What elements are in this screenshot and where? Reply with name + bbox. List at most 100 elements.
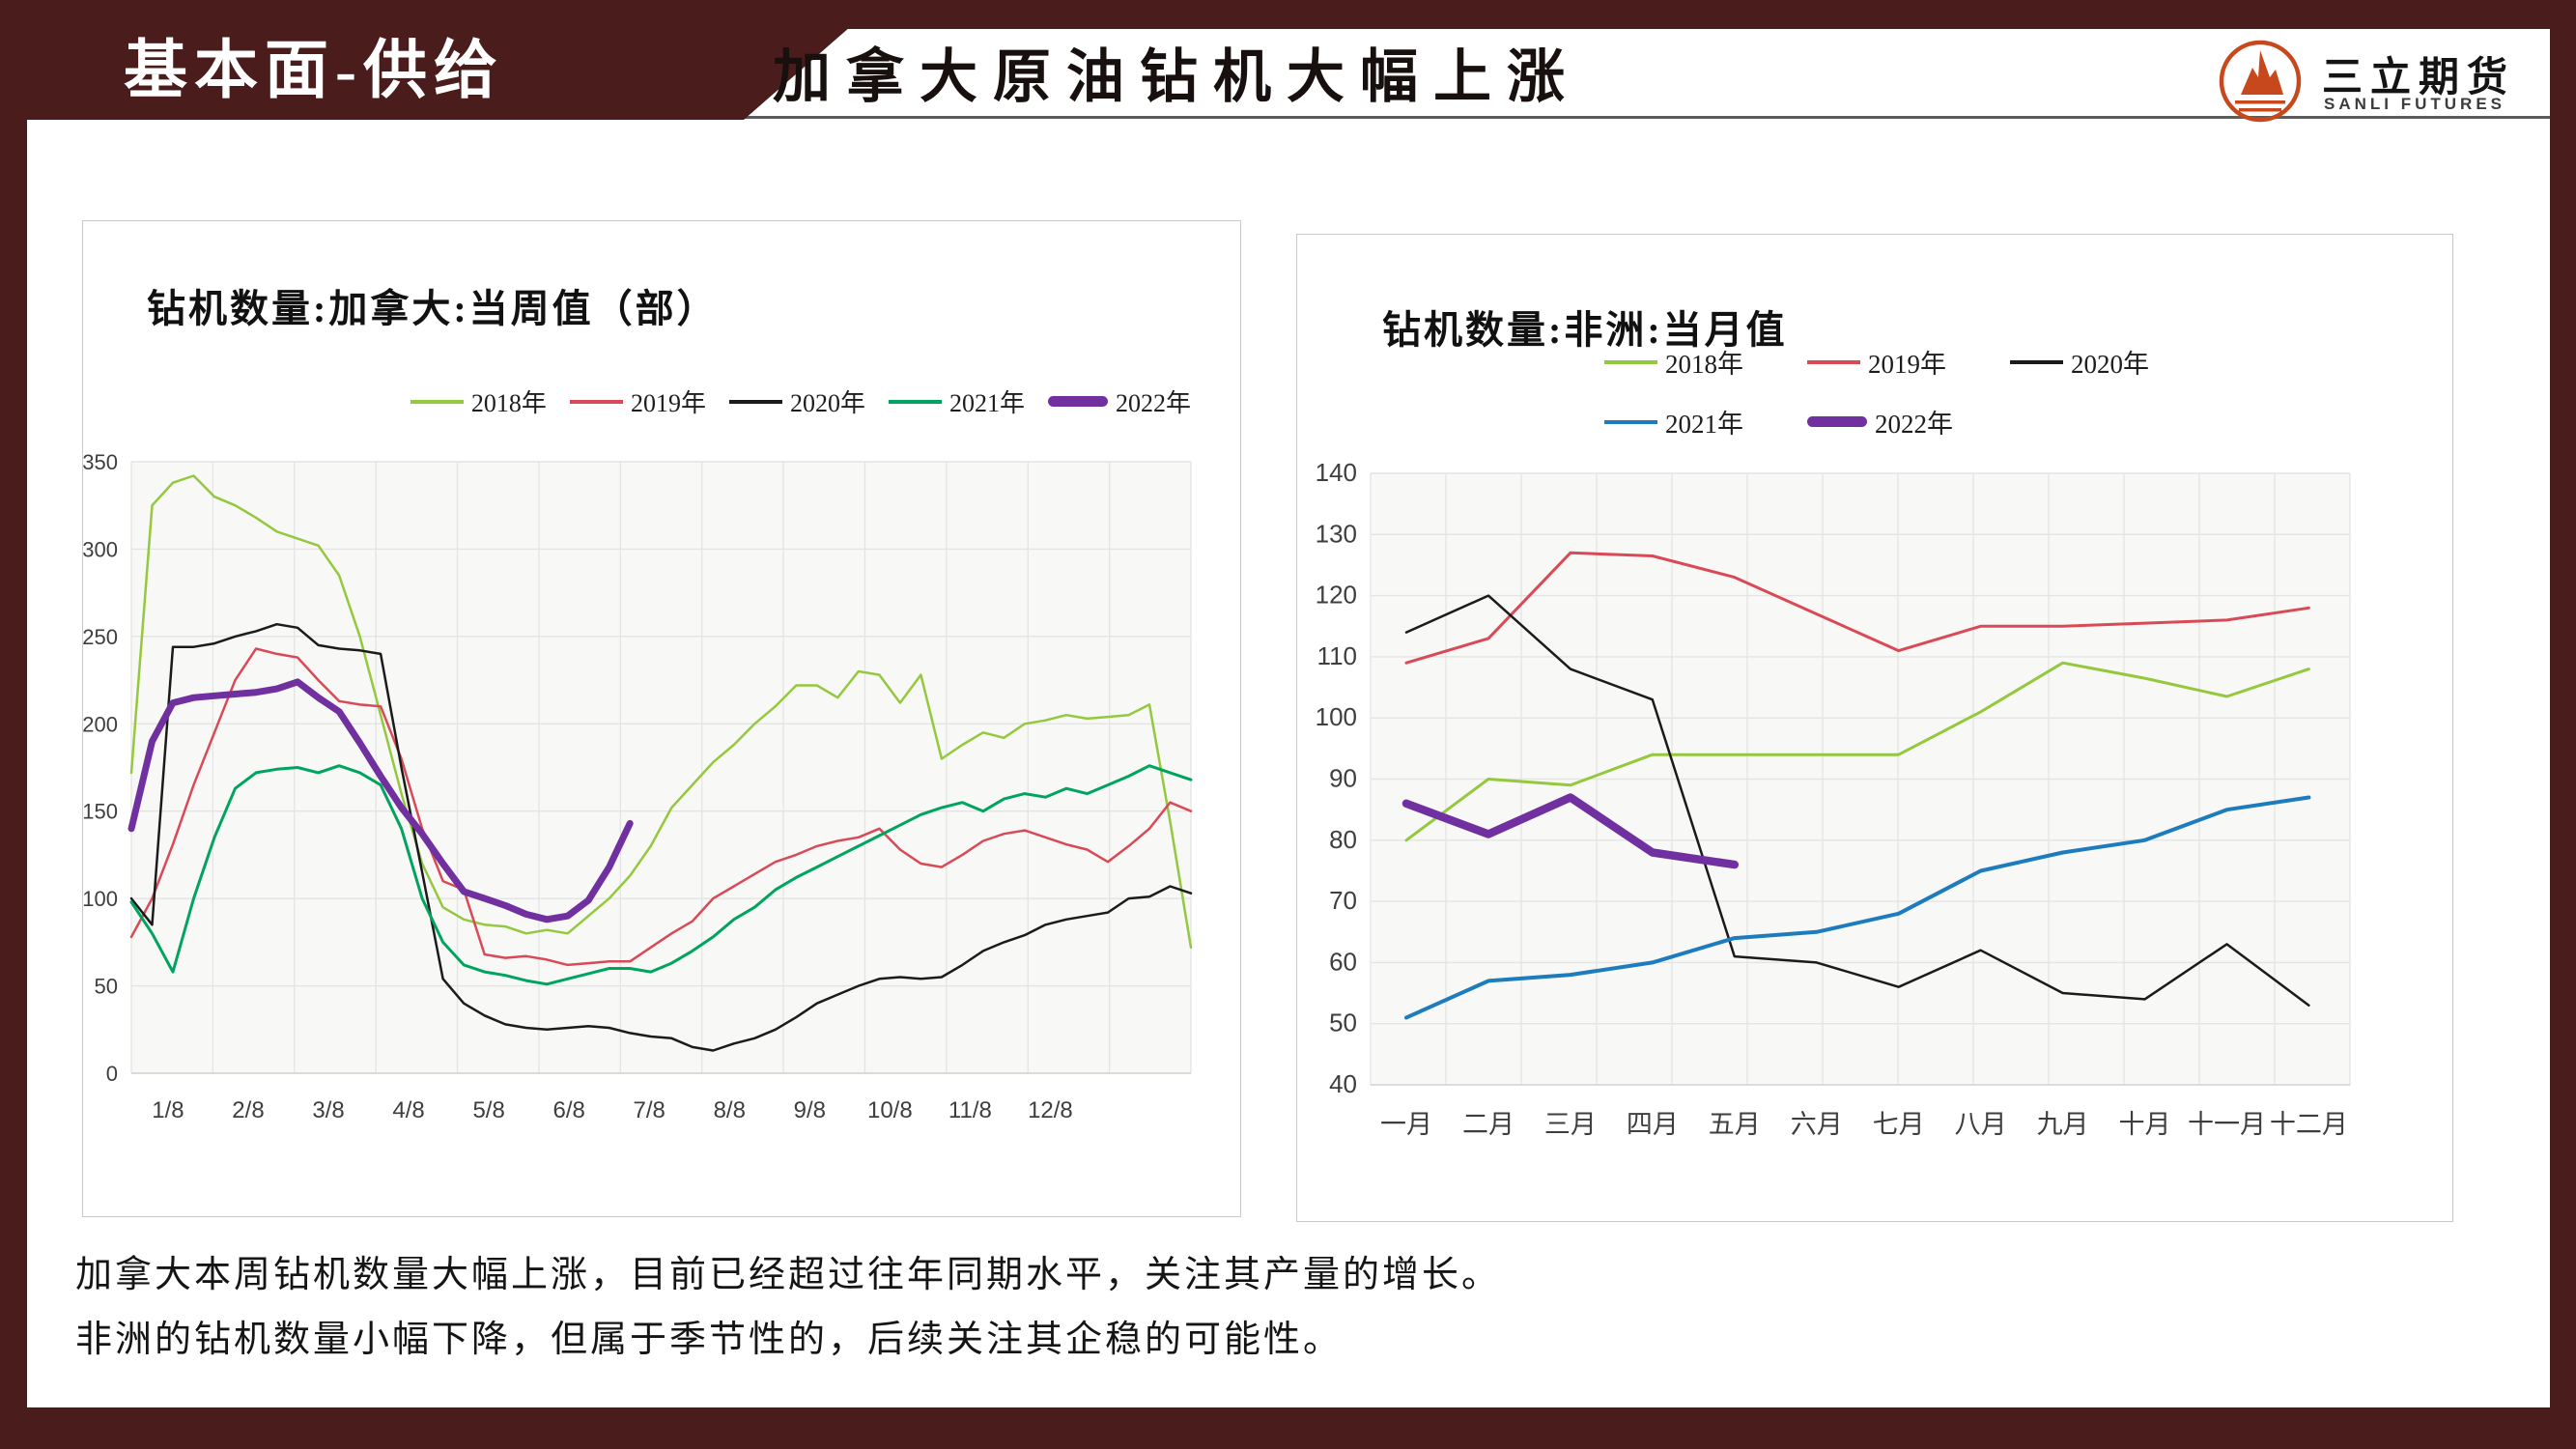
x-axis-label: 8/8 [714, 1097, 746, 1123]
legend-swatch [2010, 359, 2063, 364]
legend-swatch [728, 399, 782, 404]
chart-card-canada: 钻机数量:加拿大:当周值（部） 2018年 2019年 2020年 2021年 2022… [82, 220, 1241, 1217]
y-axis-tick: 40 [1329, 1069, 1357, 1098]
legend-swatch [410, 399, 464, 404]
header-ribbon [0, 0, 881, 120]
legend-label: 2021年 [1665, 410, 1743, 439]
x-axis-label: 七月 [1873, 1110, 1925, 1139]
chart-svg-canada: 0 50 100 150 200 250 300 350 1/8 2/8 3/8 4/8 5/8 6/8 7… [83, 450, 1193, 1123]
x-axis-label: 三月 [1544, 1110, 1597, 1139]
chart-line-2018年 [1404, 661, 2310, 842]
x-axis-label: 3/8 [312, 1097, 344, 1123]
chart-line-2021年 [1404, 795, 2311, 1020]
y-axis-tick: 110 [1317, 641, 1357, 670]
chart-title-canada: 钻机数量:加拿大:当周值（部） [147, 287, 719, 330]
legend-item: 2018年 [410, 384, 547, 419]
right-border-strip [2550, 0, 2576, 1449]
page-title: 加拿大原油钻机大幅上涨 [773, 45, 1580, 109]
plot-area [131, 462, 1191, 1073]
legend-label: 2020年 [789, 389, 865, 417]
legend-label: 2022年 [1875, 410, 1953, 439]
x-axis-label: 二月 [1462, 1110, 1514, 1139]
chart-line-2020年 [129, 622, 1193, 1052]
chart-line-2019年 [129, 647, 1193, 967]
x-axis-label: 10/8 [867, 1097, 913, 1123]
x-axis-label: 2/8 [232, 1097, 264, 1123]
legend-item: 2020年 [2010, 343, 2149, 381]
logo-name-en: SANLI FUTURES [2324, 95, 2505, 113]
legend-item: 2019年 [1807, 343, 1946, 381]
header-banner [0, 0, 2550, 120]
legend-canada: 2018年 2019年 2020年 2021年 2022年 [410, 384, 1191, 419]
x-axis-label: 一月 [1380, 1110, 1432, 1139]
legend-swatch [888, 399, 942, 404]
y-axis-tick: 130 [1316, 519, 1357, 548]
legend-label: 2018年 [470, 389, 547, 417]
x-axis-label: 六月 [1791, 1110, 1843, 1139]
x-axis-label: 八月 [1955, 1110, 2007, 1139]
y-axis-tick: 350 [83, 450, 118, 474]
y-axis-tick: 300 [83, 537, 118, 561]
x-axis-label: 十一月 [2188, 1110, 2266, 1139]
legend-item: 2022年 [1807, 403, 1953, 440]
y-axis-tick: 70 [1329, 886, 1357, 915]
legend-item: 2021年 [1604, 403, 1743, 440]
note-line-1: 加拿大本周钻机数量大幅上涨，目前已经超过往年同期水平，关注其产量的增长。 [75, 1255, 1502, 1295]
chart-line-2022年 [1401, 793, 1740, 869]
chart-card-africa: 钻机数量:非洲:当月值 2018年 2019年 2020年 2021年 2022年 4… [1296, 234, 2453, 1222]
x-axis-label: 6/8 [552, 1097, 584, 1123]
legend-item: 2020年 [728, 384, 865, 419]
legend-label: 2020年 [2071, 350, 2149, 379]
legend-label: 2019年 [630, 389, 706, 417]
legend-label: 2021年 [948, 389, 1025, 417]
x-axis-label: 12/8 [1028, 1097, 1073, 1123]
x-axis-label: 9/8 [794, 1097, 826, 1123]
chart-line-2019年 [1404, 551, 2310, 665]
x-axis-label: 1/8 [152, 1097, 184, 1123]
legend-swatch [1807, 416, 1867, 427]
legend-label: 2019年 [1868, 350, 1946, 379]
x-axis-label: 4/8 [392, 1097, 424, 1123]
legend-item: 2018年 [1604, 343, 1743, 381]
x-axis-label: 7/8 [634, 1097, 665, 1123]
legend-swatch [1807, 359, 1860, 364]
legend-swatch [1047, 396, 1108, 407]
legend-africa-row1: 2018年 2019年 2020年 [1604, 343, 2149, 381]
chart-line-2021年 [129, 764, 1193, 986]
chart-line-2022年 [127, 678, 634, 923]
x-axis-label: 11/8 [948, 1097, 992, 1123]
x-axis-label: 十月 [2119, 1110, 2171, 1139]
chart-line-2018年 [129, 474, 1193, 950]
legend-label: 2018年 [1665, 350, 1743, 379]
y-axis-tick: 100 [1316, 702, 1357, 731]
y-axis-tick: 80 [1329, 825, 1357, 854]
legend-item: 2019年 [569, 384, 706, 419]
x-axis-label: 九月 [2037, 1110, 2089, 1139]
chart-line-2020年 [1404, 594, 2310, 1007]
legend-item: 2022年 [1047, 384, 1191, 419]
y-axis-tick: 90 [1329, 764, 1357, 793]
legend-item: 2021年 [888, 384, 1025, 419]
y-axis-tick: 50 [1329, 1009, 1357, 1037]
y-axis-tick: 120 [1316, 581, 1357, 610]
left-border-strip [0, 0, 27, 1449]
legend-label: 2022年 [1115, 389, 1191, 417]
chart-svg-africa: 40 50 60 70 80 90 100 110 120 130 140 一月 二月 三月 四月 五月 六月 七… [1316, 458, 2351, 1139]
y-axis-tick: 100 [83, 887, 118, 911]
bottom-border-bar [0, 1407, 2576, 1449]
note-line-2: 非洲的钻机数量小幅下降，但属于季节性的，后续关注其企稳的可能性。 [75, 1320, 1344, 1360]
section-label: 基本面-供给 [124, 36, 504, 106]
y-axis-tick: 200 [83, 712, 118, 736]
legend-swatch [569, 399, 623, 404]
header-rule [0, 116, 2550, 119]
legend-swatch [1604, 359, 1657, 364]
x-axis-label: 四月 [1627, 1110, 1679, 1139]
logo-mountain-icon [2219, 40, 2302, 123]
chart-title-africa: 钻机数量:非洲:当月值 [1382, 308, 1788, 352]
y-axis-tick: 60 [1329, 947, 1357, 976]
logo: 三立期货 SANLI FUTURES [2214, 39, 2533, 123]
x-axis-label: 五月 [1709, 1110, 1761, 1139]
x-axis-label: 5/8 [472, 1097, 504, 1123]
legend-swatch [1604, 419, 1657, 424]
